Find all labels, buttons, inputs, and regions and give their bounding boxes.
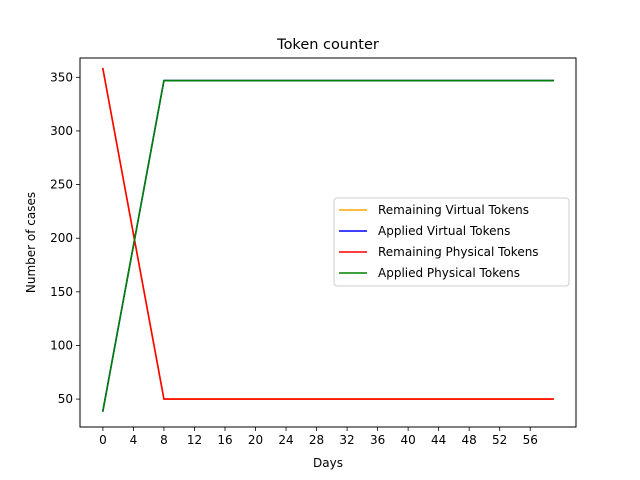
series-line-3	[101, 67, 554, 400]
legend-entry-label: Applied Virtual Tokens	[378, 224, 510, 238]
x-tick-label: 44	[431, 433, 446, 447]
x-tick-label: 56	[523, 433, 538, 447]
x-tick-label: 28	[309, 433, 324, 447]
legend-entry-label: Remaining Virtual Tokens	[378, 203, 529, 217]
y-tick-label: 100	[50, 338, 73, 352]
y-tick-label: 200	[50, 231, 73, 245]
y-tick-label: 50	[58, 392, 73, 406]
legend-entry-label: Remaining Physical Tokens	[378, 245, 539, 259]
x-tick-label: 20	[248, 433, 263, 447]
y-axis-label: Number of cases	[24, 192, 38, 293]
y-tick-label: 150	[50, 285, 73, 299]
x-tick-label: 0	[99, 433, 107, 447]
chart-title: Token counter	[276, 37, 379, 53]
y-tick-label: 350	[50, 70, 73, 84]
x-tick-label: 4	[130, 433, 138, 447]
x-tick-label: 40	[400, 433, 415, 447]
plot-area-frame	[79, 57, 577, 428]
x-tick-label: 8	[160, 433, 168, 447]
legend-entry-label: Applied Physical Tokens	[378, 266, 520, 280]
x-tick-label: 12	[187, 433, 202, 447]
x-axis: 0 4 8 12 16 20 24 28 32 36 40 44 48 52 56	[99, 427, 538, 447]
series-layer	[101, 67, 554, 412]
legend-box	[333, 197, 570, 287]
x-tick-label: 52	[492, 433, 507, 447]
x-tick-label: 32	[339, 433, 354, 447]
x-tick-label: 16	[217, 433, 232, 447]
series-line-4	[101, 79, 554, 412]
y-tick-label: 300	[50, 124, 73, 138]
y-tick-label: 250	[50, 178, 73, 192]
x-tick-label: 24	[278, 433, 293, 447]
legend: Remaining Virtual Tokens Applied Virtual …	[333, 197, 570, 287]
x-tick-label: 36	[370, 433, 385, 447]
x-axis-label: Days	[313, 456, 343, 470]
y-axis: 50 100 150 200 250 300 350	[50, 70, 80, 406]
x-tick-label: 48	[462, 433, 477, 447]
